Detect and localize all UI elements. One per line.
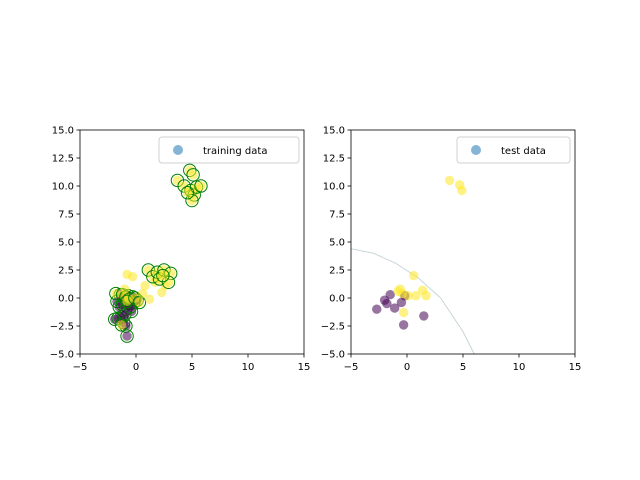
highlight-ring — [156, 268, 170, 283]
x-tick-label: 10 — [513, 362, 526, 373]
y-tick-label: 10.0 — [52, 182, 74, 193]
data-point — [372, 304, 382, 314]
highlight-ring — [185, 193, 199, 208]
data-point — [409, 270, 419, 281]
x-tick-label: 0 — [133, 362, 139, 373]
data-point — [138, 288, 148, 299]
x-tick-label: 15 — [569, 362, 582, 373]
y-tick-label: 12.5 — [323, 154, 345, 165]
data-point — [116, 320, 127, 330]
axes-frame — [350, 129, 576, 355]
training-panel: −5 0 5 10 15 −5.0 −2.5 0.0 2.5 5.0 7.5 10.0 12.5 15.0… — [50, 126, 311, 374]
data-point — [144, 294, 155, 304]
highlight-ring — [128, 291, 142, 305]
highlight-ring — [170, 173, 185, 188]
scatter-points — [108, 163, 208, 343]
y-tick-label: 10.0 — [323, 182, 345, 193]
data-point — [457, 185, 467, 196]
legend-marker — [471, 145, 481, 155]
y-tick-label: 2.5 — [329, 266, 345, 277]
highlight-ring — [180, 186, 195, 200]
data-point — [120, 310, 130, 320]
legend-box — [158, 136, 300, 164]
data-point — [444, 175, 455, 186]
legend: training data — [158, 136, 300, 164]
highlight-ring — [120, 329, 134, 343]
data-point — [398, 307, 409, 318]
data-point — [421, 291, 431, 301]
y-tick-label: 15.0 — [323, 126, 345, 137]
y-tick-label: 5.0 — [329, 238, 345, 249]
test-panel: −5 0 5 10 15 −5.0 −2.5 0.0 2.5 5.0 7.5 10.0 12.5 15.0… — [321, 126, 582, 374]
data-point — [411, 291, 421, 301]
highlight-ring — [161, 275, 176, 290]
data-point — [382, 298, 392, 309]
y-tick-label: 0.0 — [329, 294, 345, 305]
data-point — [188, 170, 198, 180]
data-point — [389, 303, 400, 313]
legend-box — [456, 136, 571, 164]
data-point — [172, 175, 183, 186]
data-point — [158, 270, 168, 281]
y-tick-label: −2.5 — [321, 322, 345, 333]
x-tick-label: 10 — [242, 362, 255, 373]
data-point — [120, 284, 130, 294]
y-tick-label: 0.0 — [58, 294, 74, 305]
x-tick-label: −5 — [344, 362, 359, 373]
data-point — [134, 297, 145, 308]
data-point — [393, 286, 403, 296]
y-tick-label: 12.5 — [52, 154, 74, 165]
y-tick-label: 15.0 — [52, 126, 74, 137]
y-tick-label: 2.5 — [58, 266, 74, 277]
legend-label: training data — [203, 146, 267, 157]
y-tick-label: −5.0 — [321, 350, 345, 361]
data-point — [419, 311, 429, 321]
x-tick-label: 15 — [298, 362, 311, 373]
data-point — [182, 188, 193, 198]
y-tick-label: 5.0 — [58, 238, 74, 249]
highlight-ring — [194, 179, 208, 193]
data-point — [140, 280, 150, 291]
data-point — [127, 272, 138, 282]
x-tick-label: 5 — [460, 362, 466, 373]
data-point — [163, 277, 174, 288]
data-point — [122, 296, 132, 307]
data-point — [385, 289, 395, 300]
data-point — [196, 181, 206, 191]
y-tick-label: −2.5 — [50, 322, 74, 333]
y-tick-label: −5.0 — [50, 350, 74, 361]
x-tick-label: 0 — [404, 362, 410, 373]
x-tick-label: 5 — [189, 362, 195, 373]
data-point — [122, 331, 132, 341]
x-tick-label: −5 — [73, 362, 88, 373]
legend: test data — [456, 136, 571, 164]
decision-boundary-line — [351, 248, 475, 354]
y-tick-label: 7.5 — [329, 210, 345, 221]
y-tick-label: 7.5 — [58, 210, 74, 221]
legend-marker — [173, 145, 183, 155]
data-point — [398, 320, 409, 330]
highlight-ring — [186, 168, 200, 182]
highlight-ring — [114, 318, 129, 332]
data-point — [403, 291, 413, 301]
scatter-points — [372, 175, 467, 330]
legend-label: test data — [501, 146, 546, 157]
